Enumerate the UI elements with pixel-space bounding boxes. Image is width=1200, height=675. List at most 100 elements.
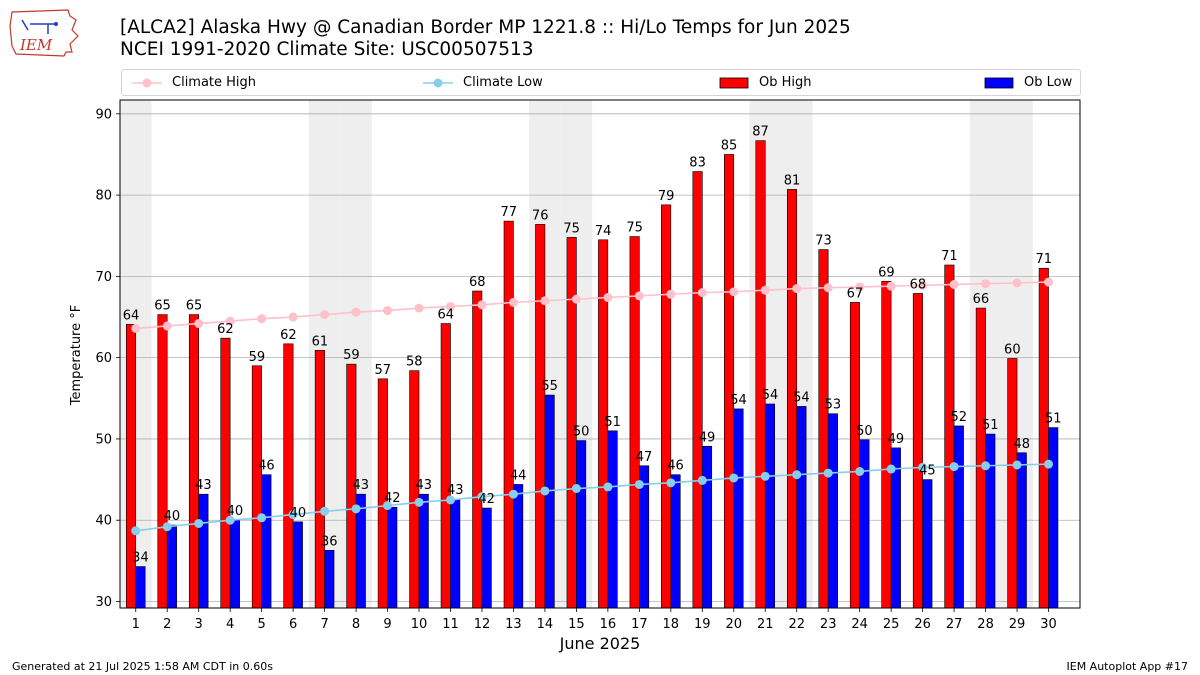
legend-label: Ob High	[759, 75, 812, 90]
logo-text: IEM	[19, 36, 53, 54]
ob-low-label: 42	[478, 492, 495, 507]
ob-high-bar	[314, 350, 325, 609]
ob-low-label: 43	[415, 478, 432, 493]
climate-high-point	[445, 301, 455, 311]
y-tick-label: 40	[95, 514, 112, 529]
x-tick-label: 22	[788, 617, 805, 632]
climate-high-point	[634, 291, 644, 301]
legend-label: Climate High	[172, 75, 257, 90]
x-tick-label: 13	[505, 617, 522, 632]
climate-low-point	[162, 522, 172, 532]
climate-low-point	[729, 473, 739, 483]
x-tick-label: 18	[663, 617, 680, 632]
x-tick-label: 3	[195, 617, 203, 632]
ob-high-bar	[944, 264, 955, 609]
legend-bar-swatch-icon	[719, 77, 749, 88]
y-axis-label: Temperature °F	[69, 305, 84, 406]
climate-low-point	[288, 510, 298, 520]
ob-low-label: 40	[227, 504, 244, 519]
ob-low-label: 40	[164, 509, 181, 524]
ob-high-bar	[472, 290, 483, 609]
ob-low-label: 46	[258, 459, 275, 474]
ob-high-label: 81	[784, 173, 801, 188]
chart-title: [ALCA2] Alaska Hwy @ Canadian Border MP …	[120, 17, 851, 61]
ob-low-label: 43	[353, 478, 370, 493]
iem-logo: IEM	[8, 6, 80, 58]
ob-high-label: 65	[186, 299, 203, 314]
x-tick-label: 2	[163, 617, 171, 632]
climate-low-point	[351, 504, 361, 514]
ob-low-label: 51	[1045, 412, 1062, 427]
x-tick-label: 7	[320, 617, 328, 632]
x-tick-label: 19	[694, 617, 711, 632]
x-tick-label: 4	[226, 617, 234, 632]
ob-high-label: 59	[343, 348, 360, 363]
ob-low-label: 51	[604, 415, 621, 430]
x-tick-label: 23	[820, 617, 837, 632]
ob-high-bar	[440, 323, 451, 609]
climate-low-point	[414, 497, 424, 507]
ob-low-bar	[764, 403, 775, 609]
ob-low-label: 49	[888, 432, 905, 447]
legend-ob-low: Ob Low	[984, 70, 1072, 95]
ob-low-bar	[450, 498, 461, 609]
iowa-map-logo-icon: IEM	[9, 9, 79, 57]
climate-high-point	[320, 310, 330, 320]
ob-low-label: 46	[667, 459, 684, 474]
ob-low-bar	[1048, 427, 1059, 609]
climate-low-point	[792, 470, 802, 480]
y-tick-label: 50	[95, 432, 112, 447]
climate-low-point	[634, 479, 644, 489]
ob-low-bar	[324, 549, 335, 609]
climate-low-point	[477, 492, 487, 502]
ob-low-label: 54	[762, 388, 779, 403]
ob-high-bar	[692, 171, 703, 609]
ob-low-bar	[135, 566, 146, 609]
climate-high-point	[697, 288, 707, 298]
legend-climate-low: Climate Low	[423, 70, 543, 95]
legend-line-marker-icon	[132, 78, 162, 87]
climate-high-line	[135, 281, 1049, 330]
legend-bar-swatch-icon	[984, 77, 1014, 88]
ob-high-label: 65	[154, 299, 171, 314]
plot-frame	[119, 99, 1081, 609]
x-tick-label: 15	[568, 617, 585, 632]
ob-low-bar	[922, 479, 933, 609]
ob-low-bar	[387, 506, 398, 609]
ob-low-label: 48	[1013, 437, 1030, 452]
ob-low-label: 54	[730, 393, 747, 408]
x-tick-label: 20	[725, 617, 742, 632]
ob-high-label: 67	[847, 286, 864, 301]
ob-high-label: 75	[626, 221, 643, 236]
ob-low-label: 36	[321, 534, 338, 549]
ob-high-label: 62	[217, 322, 234, 337]
ob-high-label: 79	[658, 189, 675, 204]
ob-low-label: 53	[825, 398, 842, 413]
ob-low-bar	[733, 408, 744, 609]
ob-low-label: 49	[699, 430, 716, 445]
climate-high-point	[162, 321, 172, 331]
climate-high-point	[508, 297, 518, 307]
climate-low-point	[697, 475, 707, 485]
ob-high-bar	[535, 224, 546, 609]
ob-low-label: 52	[951, 410, 968, 425]
ob-low-bar	[261, 474, 272, 609]
x-tick-label: 8	[352, 617, 360, 632]
legend-line-marker-icon	[423, 78, 453, 87]
ob-high-label: 68	[910, 277, 927, 292]
climate-low-point	[257, 513, 267, 523]
ob-low-label: 43	[447, 483, 464, 498]
ob-low-bar	[198, 493, 209, 609]
ob-low-bar	[670, 474, 681, 609]
ob-high-label: 61	[312, 334, 329, 349]
ob-low-bar	[701, 445, 713, 609]
ob-low-label: 50	[856, 424, 873, 439]
y-tick-label: 80	[95, 189, 112, 204]
ob-high-label: 87	[752, 125, 769, 140]
ob-high-bar	[251, 365, 262, 609]
ob-low-label: 50	[573, 425, 590, 440]
x-tick-label: 30	[1040, 617, 1057, 632]
ob-low-bar	[827, 413, 838, 609]
ob-high-bar	[975, 307, 986, 609]
